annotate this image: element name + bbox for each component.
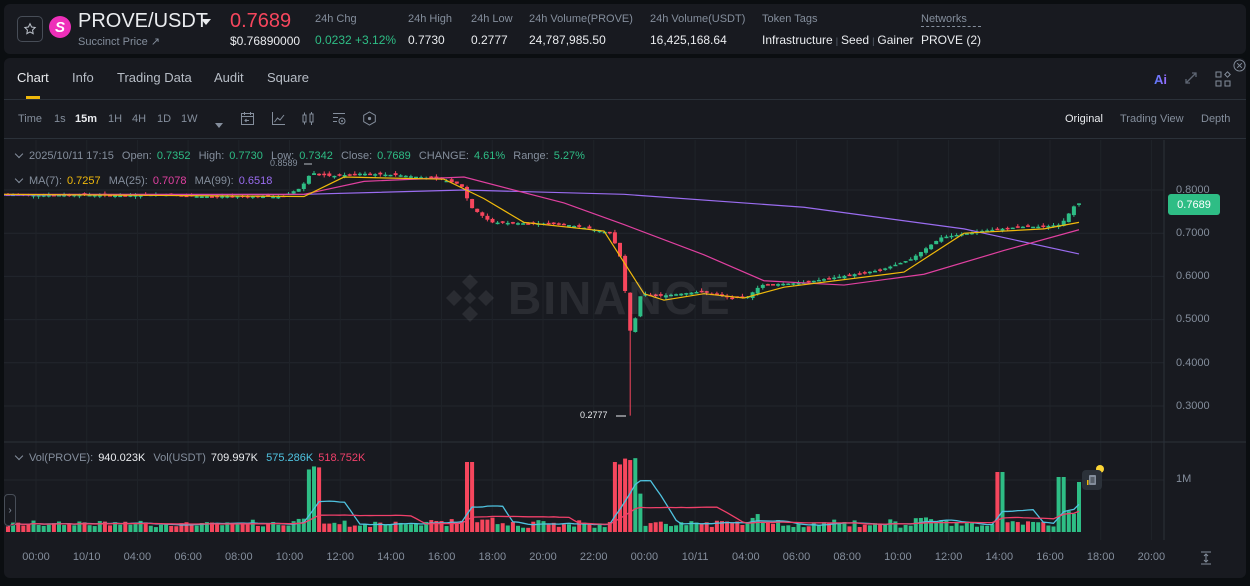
star-icon [23,22,37,35]
x-tick: 14:00 [985,551,1014,563]
interval-15m[interactable]: 15m [75,113,98,125]
x-tick: 14:00 [377,551,405,563]
y-tick: 0.4000 [1176,357,1210,369]
x-tick: 10:00 [275,551,304,563]
tag-gainer[interactable]: Gainer [877,33,914,47]
ticker-header: S PROVE/USDT Succinct Price ↗ 0.7689 $0.… [4,4,1246,54]
x-tick: 04:00 [123,551,152,563]
x-tick: 06:00 [174,551,202,563]
view-trading-view[interactable]: Trading View [1120,113,1184,125]
x-tick: 10/11 [681,551,709,563]
y-tick: 0.7000 [1176,227,1210,239]
x-tick: 06:00 [782,551,811,563]
x-tick: 18:00 [478,551,507,563]
candlestick-chart[interactable] [4,140,1246,540]
layout-grid-icon[interactable] [1214,70,1232,88]
x-tick: 00:00 [22,551,50,563]
stat-24h-low: 24h Low 0.2777 [471,13,513,47]
tag-infrastructure[interactable]: Infrastructure [762,33,833,47]
tab-audit[interactable]: Audit [214,70,244,85]
caret-down-icon[interactable] [201,19,211,25]
tab-bar: Chart Info Trading Data Audit Square Ai [4,58,1246,100]
x-tick: 22:00 [579,551,608,563]
collapse-chevron-icon[interactable] [14,149,24,159]
interval-time[interactable]: Time [18,113,43,125]
close-icon[interactable] [1232,58,1246,72]
hexagon-settings-icon[interactable] [362,111,378,127]
indicator-chart-icon[interactable] [271,111,287,127]
x-tick: 20:00 [1137,551,1166,563]
interval-1h[interactable]: 1H [108,113,123,125]
interval-1w[interactable]: 1W [181,113,198,125]
active-tab-indicator [26,96,40,99]
favorite-button[interactable] [17,16,43,42]
x-tick: 08:00 [833,551,861,563]
y-tick: 0.8000 [1176,184,1210,196]
x-tick: 20:00 [529,551,557,563]
networks[interactable]: Networks PROVE (2) [921,13,982,47]
pair-selector[interactable]: PROVE/USDT [78,10,209,32]
low-marker: 0.2777 [580,410,608,420]
view-original[interactable]: Original [1065,113,1103,125]
binance-watermark: BINANCE [442,270,732,326]
notification-dot [1096,465,1104,473]
interval-1s[interactable]: 1s [54,113,66,125]
last-price-tag: 0.7689 [1168,194,1220,215]
tab-chart[interactable]: Chart [17,70,49,85]
x-tick: 18:00 [1086,551,1115,563]
interval-4h[interactable]: 4H [132,113,147,125]
auto-scale-icon[interactable] [1199,550,1213,566]
candle-style-icon[interactable] [301,111,317,127]
tag-seed[interactable]: Seed [841,33,870,47]
collapse-chevron-icon[interactable] [14,174,24,184]
stat-24h-volume-prove: 24h Volume(PROVE) 24,787,985.50 [529,13,633,47]
last-price-usd: $0.76890000 [230,34,301,48]
stat-24h-high: 24h High 0.7730 [408,13,453,47]
expand-icon[interactable] [1183,70,1199,86]
ma-legend: MA(7): 0.7257 MA(25): 0.7078 MA(99): 0.6518 [14,174,277,187]
more-intervals-caret-icon[interactable] [215,116,223,128]
tab-info[interactable]: Info [72,70,94,85]
x-tick: 12:00 [326,551,354,563]
x-tick: 16:00 [427,551,456,563]
stat-24h-volume-usdt: 24h Volume(USDT) 16,425,168.64 [650,13,746,47]
x-tick: 16:00 [1036,551,1064,563]
x-tick: 08:00 [225,551,253,563]
chart-area[interactable]: BINANCE 2025/10/11 17:15 Open: 0.7352 Hig… [4,140,1246,578]
coin-price-link[interactable]: Succinct Price ↗ [78,36,160,48]
token-tags: Token Tags Infrastructure | Seed | Gainer [762,13,914,47]
y-tick: 0.5000 [1176,313,1210,325]
interval-1d[interactable]: 1D [157,113,172,125]
collapse-chevron-icon[interactable] [14,451,24,461]
alert-flag-icon[interactable] [1082,470,1102,490]
volume-legend: Vol(PROVE): 940.023K Vol(USDT) 709.997K 57… [14,451,370,464]
ai-button[interactable]: Ai [1154,72,1167,87]
chart-toolbar: Time 1s 15m 1H 4H 1D 1W Original Trading… [4,100,1246,139]
x-tick: 12:00 [934,551,963,563]
calendar-goto-icon[interactable] [240,111,256,127]
last-price: 0.7689 [230,10,292,32]
y-tick: 0.3000 [1176,400,1210,412]
x-tick: 04:00 [732,551,760,563]
volume-y-tick: 1M [1176,473,1192,485]
view-depth[interactable]: Depth [1201,113,1231,125]
chart-panel: Chart Info Trading Data Audit Square Ai … [4,58,1246,578]
chart-settings-icon[interactable] [332,111,348,127]
tab-square[interactable]: Square [267,70,309,85]
x-tick: 10/10 [72,551,101,563]
x-tick: 00:00 [630,551,659,563]
ohlc-legend: 2025/10/11 17:15 Open: 0.7352 High: 0.7730… [14,149,590,162]
y-tick: 0.6000 [1176,270,1210,282]
stat-24h-change: 24h Chg 0.0232 +3.12% [315,13,397,47]
coin-logo-icon: S [49,16,71,38]
high-marker: 0.8589 [270,158,298,168]
x-tick: 10:00 [884,551,912,563]
x-axis[interactable]: 00:00 10/10 04:00 06:00 08:00 10:00 12:00 14:00… [4,540,1246,578]
tab-trading-data[interactable]: Trading Data [117,70,192,85]
expand-sidebar-button[interactable]: › [4,494,16,526]
